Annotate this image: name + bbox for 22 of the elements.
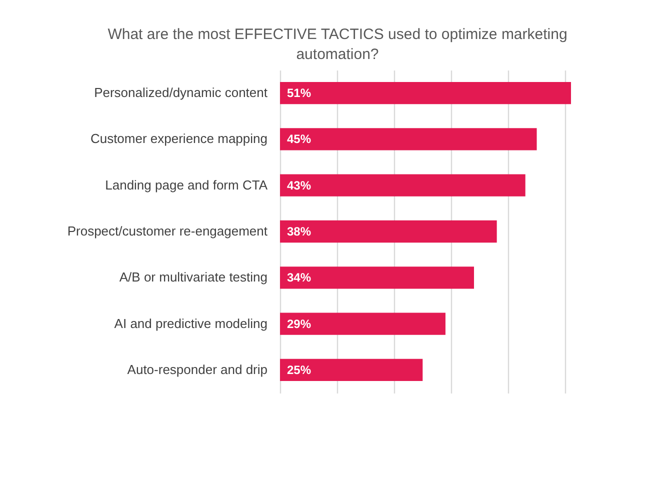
data-label: 45% (287, 132, 312, 146)
bar (280, 82, 571, 104)
bar (280, 174, 526, 196)
data-label: 43% (287, 178, 312, 192)
bar (280, 266, 474, 289)
bar (280, 358, 423, 382)
data-label: 38% (287, 224, 312, 238)
y-tick-label: AI and predictive modeling (114, 316, 268, 331)
y-tick-label: Landing page and form CTA (105, 177, 268, 192)
y-tick-label: Personalized/dynamic content (94, 85, 268, 100)
data-label: 29% (287, 316, 312, 331)
bar (280, 220, 497, 243)
y-tick-label: Prospect/customer re-engagement (67, 224, 268, 238)
y-tick-label: Customer experience mapping (90, 131, 268, 146)
y-tick-label: A/B or multivariate testing (119, 270, 268, 285)
data-label: 34% (287, 270, 312, 285)
y-tick-label: Auto-responder and drip (127, 362, 268, 377)
data-label: 51% (287, 86, 312, 100)
chart-title: What are the most EFFECTIVE TACTICS used to optimize marketing automation? (108, 26, 568, 63)
bar (280, 128, 537, 150)
bar (280, 312, 446, 335)
data-label: 25% (287, 362, 312, 377)
